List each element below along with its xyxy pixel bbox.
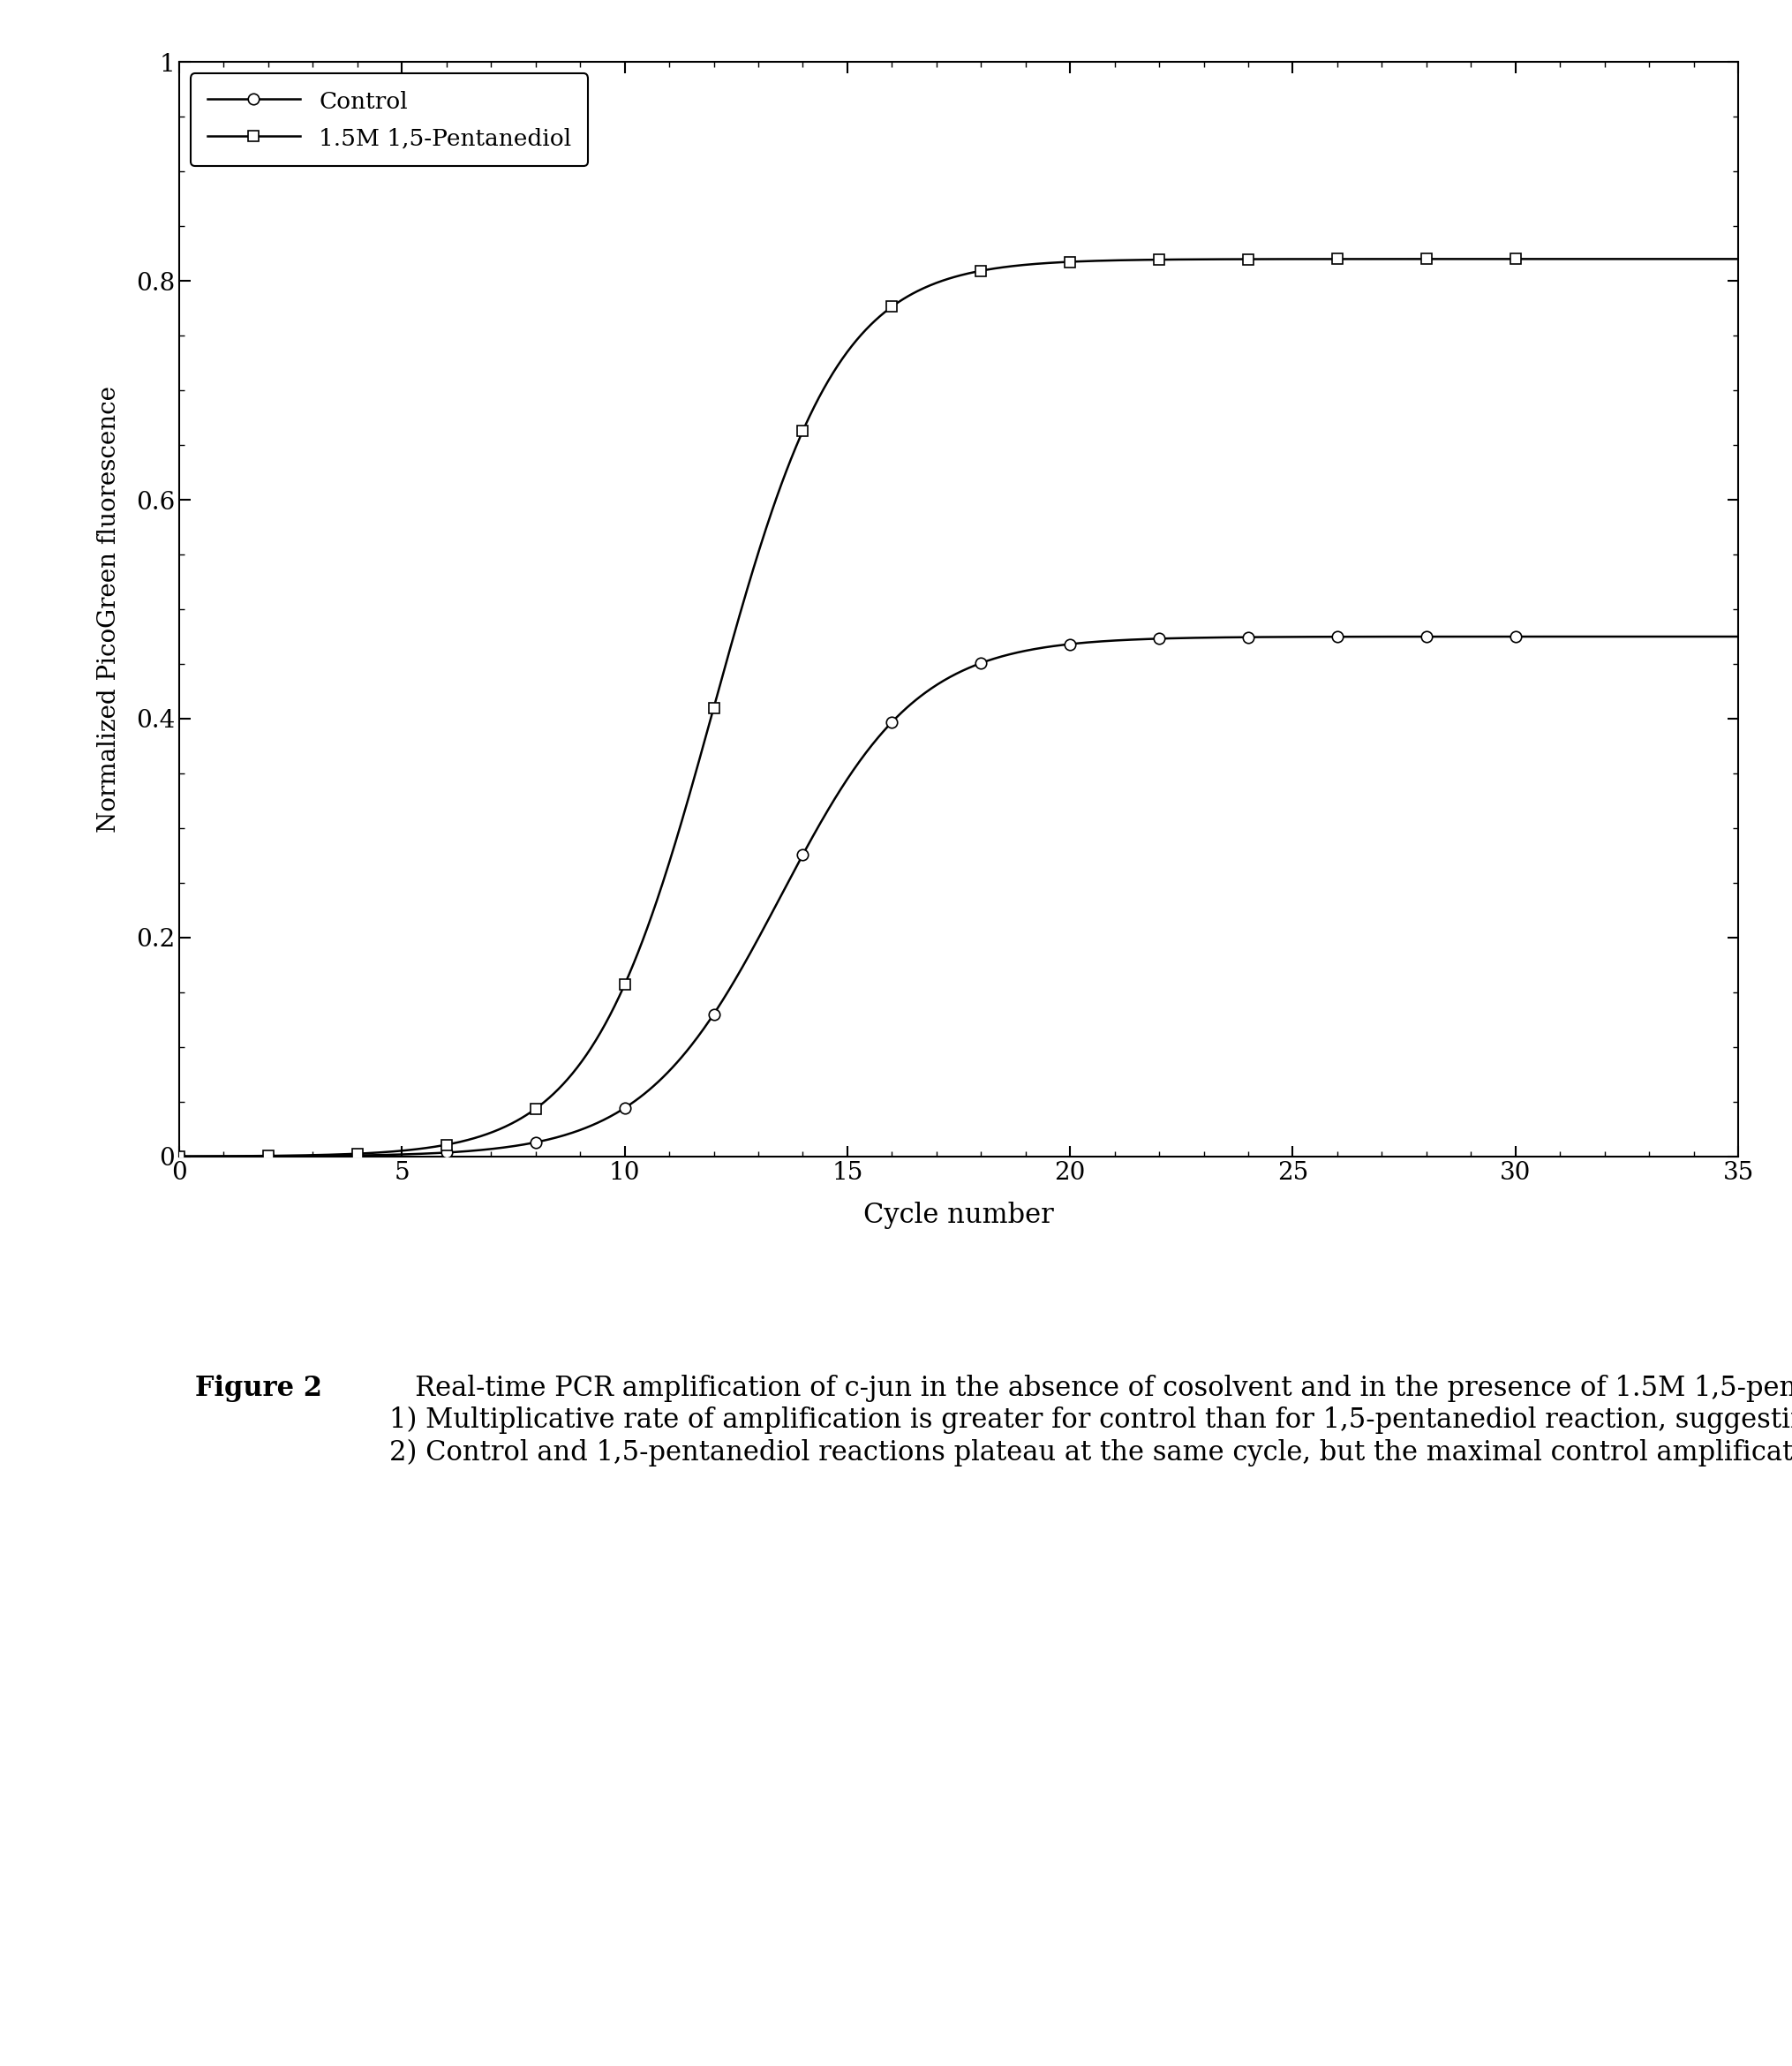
- Text: Real-time PCR amplification of c-jun in the absence of cosolvent and in the pres: Real-time PCR amplification of c-jun in …: [389, 1376, 1792, 1467]
- X-axis label: Cycle number: Cycle number: [864, 1202, 1054, 1229]
- Y-axis label: Normalized PicoGreen fluorescence: Normalized PicoGreen fluorescence: [97, 386, 122, 833]
- Text: Figure 2: Figure 2: [195, 1376, 323, 1403]
- Legend: Control, 1.5M 1,5-Pentanediol: Control, 1.5M 1,5-Pentanediol: [190, 74, 588, 165]
